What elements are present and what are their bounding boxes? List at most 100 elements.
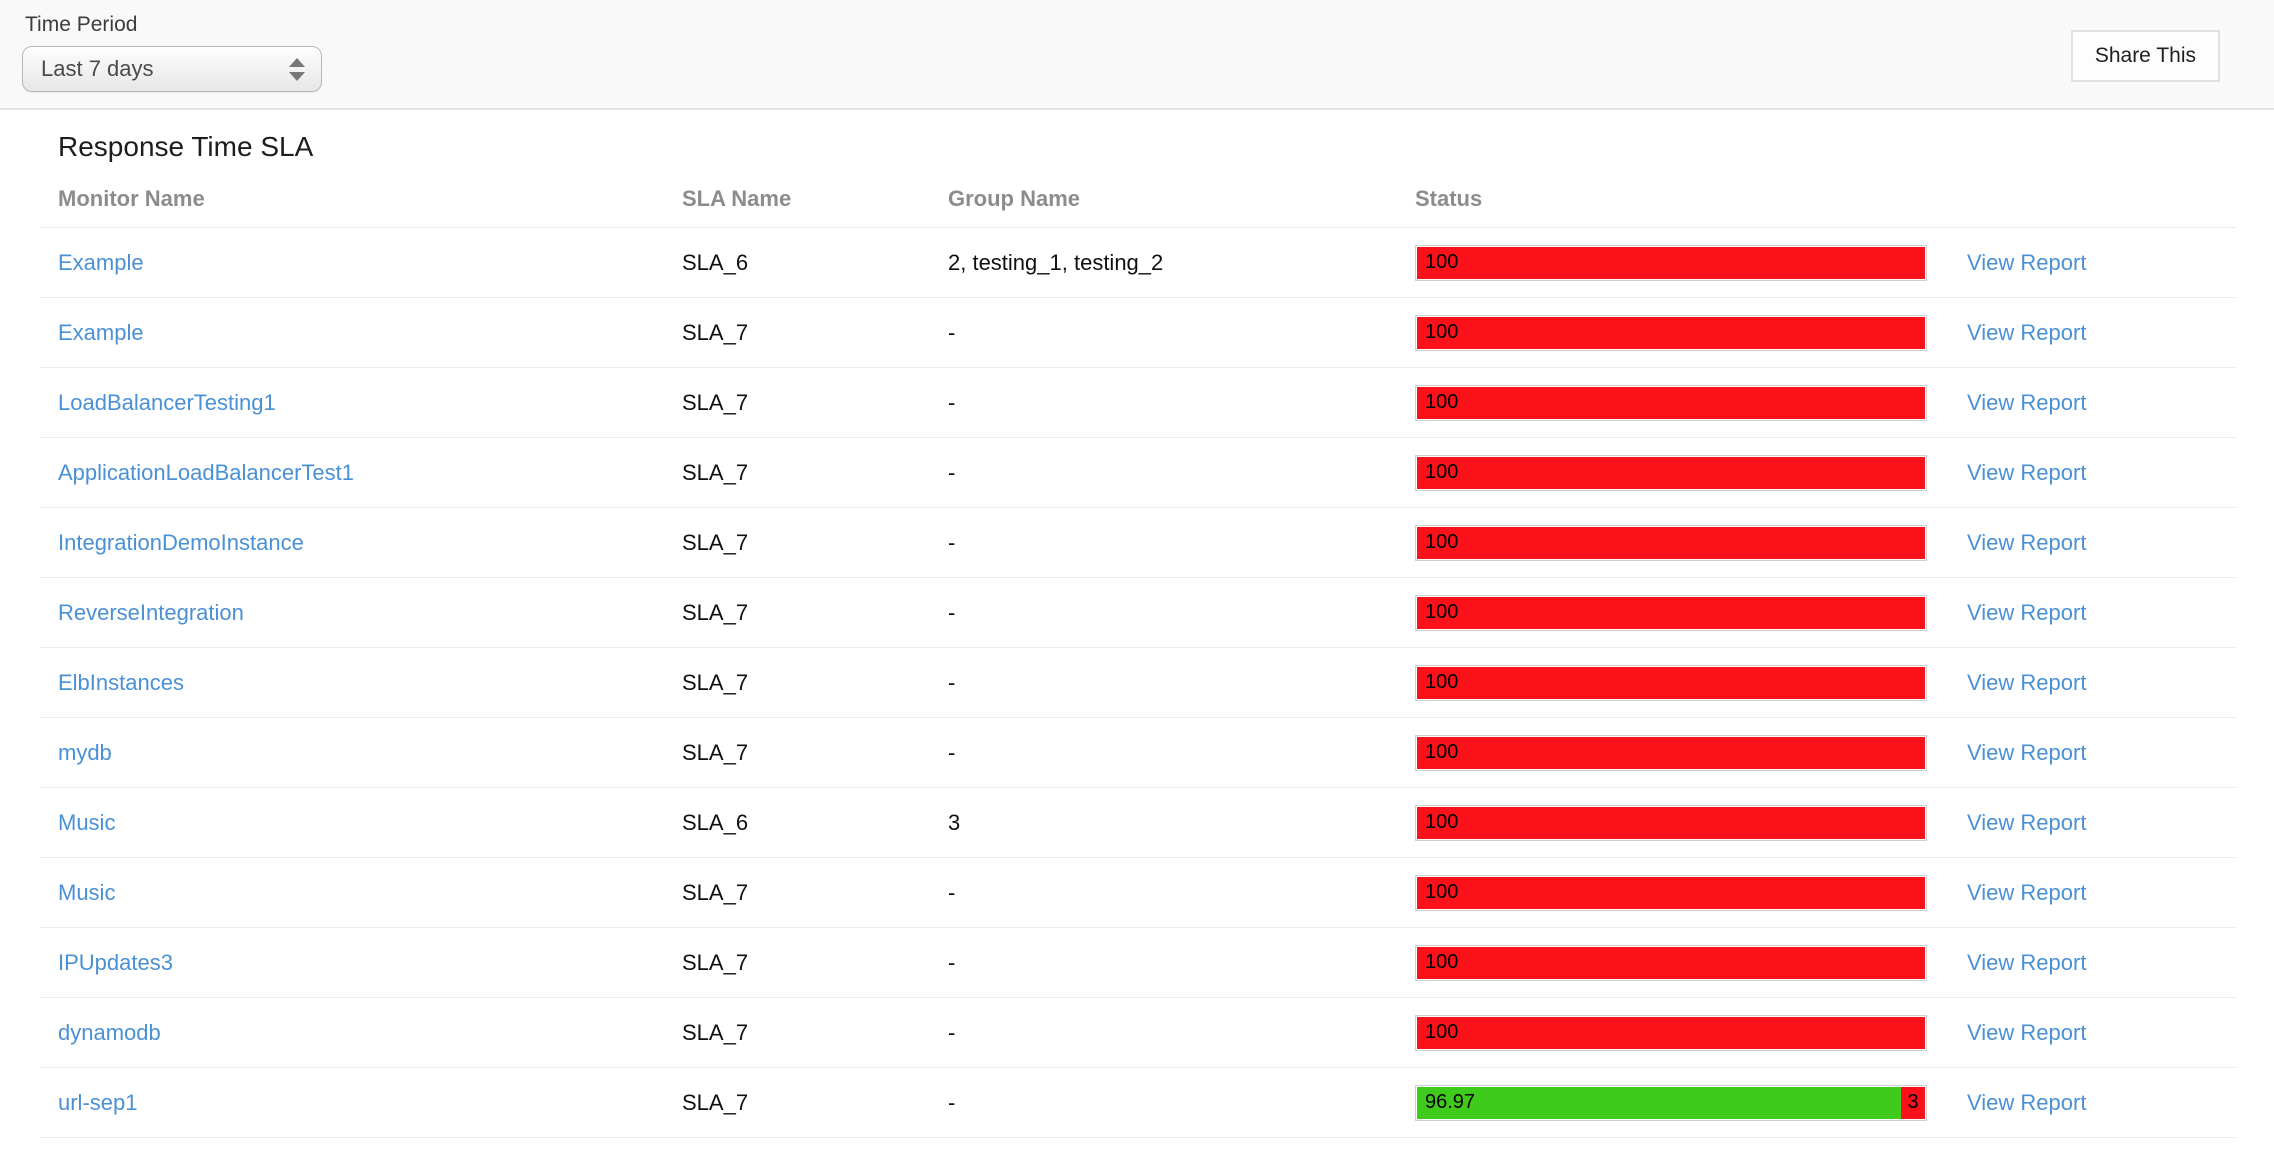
sla-bar-segment-red: 100 xyxy=(1417,456,1925,489)
monitor-name-link[interactable]: IntegrationDemoInstance xyxy=(58,529,304,555)
sla-name-cell: SLA_7 xyxy=(682,1019,749,1045)
group-name-cell: - xyxy=(948,739,956,765)
group-name-cell: 3 xyxy=(948,809,961,835)
sla-bar-segment-red: 100 xyxy=(1417,246,1925,279)
group-name-cell: - xyxy=(948,1089,956,1115)
page-title: Response Time SLA xyxy=(58,131,314,162)
table-row: Music SLA_6 3 100 View Report xyxy=(40,788,2236,858)
sla-bar-segment-red: 100 xyxy=(1417,596,1925,629)
sla-bar-segment-red: 100 xyxy=(1417,386,1925,419)
monitor-name-link[interactable]: Music xyxy=(58,809,116,835)
time-period-label: Time Period xyxy=(25,13,138,36)
select-arrows-icon xyxy=(289,57,305,81)
monitor-name-link[interactable]: Example xyxy=(58,319,144,345)
monitor-name-link[interactable]: Example xyxy=(58,249,144,275)
view-report-link[interactable]: View Report xyxy=(1967,389,2087,415)
column-header-monitor-name: Monitor Name xyxy=(58,185,205,211)
group-name-cell: 2, testing_1, testing_2 xyxy=(948,249,1164,275)
chevron-up-icon xyxy=(289,57,305,67)
monitor-name-link[interactable]: mydb xyxy=(58,739,112,765)
sla-name-cell: SLA_7 xyxy=(682,669,749,695)
sla-status-bar: 100 xyxy=(1415,594,1927,631)
sla-status-bar: 100 xyxy=(1415,874,1927,911)
monitor-name-link[interactable]: ReverseIntegration xyxy=(58,599,244,625)
view-report-link[interactable]: View Report xyxy=(1967,949,2087,975)
sla-bar-segment-red: 100 xyxy=(1417,876,1925,909)
sla-status-bar: 100 xyxy=(1415,664,1927,701)
group-name-cell: - xyxy=(948,459,956,485)
report-section: Response Time SLA Monitor Name SLA Name … xyxy=(40,110,2236,1138)
sla-table: Monitor Name SLA Name Group Name Status … xyxy=(40,170,2236,1138)
table-row: Music SLA_7 - 100 View Report xyxy=(40,858,2236,928)
monitor-name-link[interactable]: Music xyxy=(58,879,116,905)
sla-name-cell: SLA_7 xyxy=(682,529,749,555)
sla-name-cell: SLA_7 xyxy=(682,1089,749,1115)
sla-name-cell: SLA_6 xyxy=(682,809,749,835)
column-header-status: Status xyxy=(1415,185,1483,211)
group-name-cell: - xyxy=(948,879,956,905)
column-header-sla-name: SLA Name xyxy=(682,185,792,211)
table-row: url-sep1 SLA_7 - 96.97 3 View Report xyxy=(40,1068,2236,1138)
share-this-button[interactable]: Share This xyxy=(2070,30,2220,82)
sla-bar-segment-red: 100 xyxy=(1417,946,1925,979)
monitor-name-link[interactable]: LoadBalancerTesting1 xyxy=(58,389,276,415)
sla-bar-segment-red: 100 xyxy=(1417,806,1925,839)
sla-bar-segment-green: 96.97 xyxy=(1417,1086,1901,1119)
sla-status-bar: 100 xyxy=(1415,734,1927,771)
view-report-link[interactable]: View Report xyxy=(1967,879,2087,905)
table-body: Example SLA_6 2, testing_1, testing_2 10… xyxy=(40,228,2236,1138)
monitor-name-link[interactable]: dynamodb xyxy=(58,1019,161,1045)
group-name-cell: - xyxy=(948,669,956,695)
monitor-name-link[interactable]: ApplicationLoadBalancerTest1 xyxy=(58,459,354,485)
view-report-link[interactable]: View Report xyxy=(1967,319,2087,345)
sla-bar-segment-red: 100 xyxy=(1417,526,1925,559)
group-name-cell: - xyxy=(948,319,956,345)
table-row: mydb SLA_7 - 100 View Report xyxy=(40,718,2236,788)
table-row: Example SLA_7 - 100 View Report xyxy=(40,298,2236,368)
table-row: IntegrationDemoInstance SLA_7 - 100 View… xyxy=(40,508,2236,578)
table-row: ReverseIntegration SLA_7 - 100 View Repo… xyxy=(40,578,2236,648)
group-name-cell: - xyxy=(948,949,956,975)
sla-status-bar: 100 xyxy=(1415,244,1927,281)
view-report-link[interactable]: View Report xyxy=(1967,739,2087,765)
sla-bar-segment-red: 100 xyxy=(1417,316,1925,349)
sla-status-bar: 100 xyxy=(1415,454,1927,491)
view-report-link[interactable]: View Report xyxy=(1967,809,2087,835)
monitor-name-link[interactable]: ElbInstances xyxy=(58,669,184,695)
sla-name-cell: SLA_7 xyxy=(682,389,749,415)
sla-name-cell: SLA_7 xyxy=(682,739,749,765)
sla-bar-segment-red: 100 xyxy=(1417,736,1925,769)
view-report-link[interactable]: View Report xyxy=(1967,529,2087,555)
time-period-select[interactable]: Last 7 days xyxy=(22,46,322,92)
view-report-link[interactable]: View Report xyxy=(1967,1089,2087,1115)
table-row: LoadBalancerTesting1 SLA_7 - 100 View Re… xyxy=(40,368,2236,438)
sla-status-bar: 100 xyxy=(1415,384,1927,421)
monitor-name-link[interactable]: url-sep1 xyxy=(58,1089,138,1115)
monitor-name-link[interactable]: IPUpdates3 xyxy=(58,949,173,975)
table-row: ApplicationLoadBalancerTest1 SLA_7 - 100… xyxy=(40,438,2236,508)
sla-bar-segment-red: 3 xyxy=(1901,1086,1925,1119)
sla-name-cell: SLA_7 xyxy=(682,949,749,975)
table-row: dynamodb SLA_7 - 100 View Report xyxy=(40,998,2236,1068)
view-report-link[interactable]: View Report xyxy=(1967,669,2087,695)
sla-status-bar: 100 xyxy=(1415,1014,1927,1051)
sla-status-bar: 100 xyxy=(1415,524,1927,561)
group-name-cell: - xyxy=(948,389,956,415)
sla-status-bar: 96.97 3 xyxy=(1415,1084,1927,1121)
time-period-selected-value: Last 7 days xyxy=(41,56,154,81)
sla-status-bar: 100 xyxy=(1415,944,1927,981)
sla-bar-segment-red: 100 xyxy=(1417,666,1925,699)
view-report-link[interactable]: View Report xyxy=(1967,459,2087,485)
view-report-link[interactable]: View Report xyxy=(1967,249,2087,275)
sla-name-cell: SLA_6 xyxy=(682,249,749,275)
sla-name-cell: SLA_7 xyxy=(682,319,749,345)
sla-status-bar: 100 xyxy=(1415,804,1927,841)
view-report-link[interactable]: View Report xyxy=(1967,1019,2087,1045)
view-report-link[interactable]: View Report xyxy=(1967,599,2087,625)
sla-name-cell: SLA_7 xyxy=(682,459,749,485)
sla-name-cell: SLA_7 xyxy=(682,879,749,905)
toolbar: Time Period Last 7 days Share This xyxy=(0,0,2274,110)
sla-bar-segment-red: 100 xyxy=(1417,1016,1925,1049)
table-row: ElbInstances SLA_7 - 100 View Report xyxy=(40,648,2236,718)
sla-status-bar: 100 xyxy=(1415,314,1927,351)
